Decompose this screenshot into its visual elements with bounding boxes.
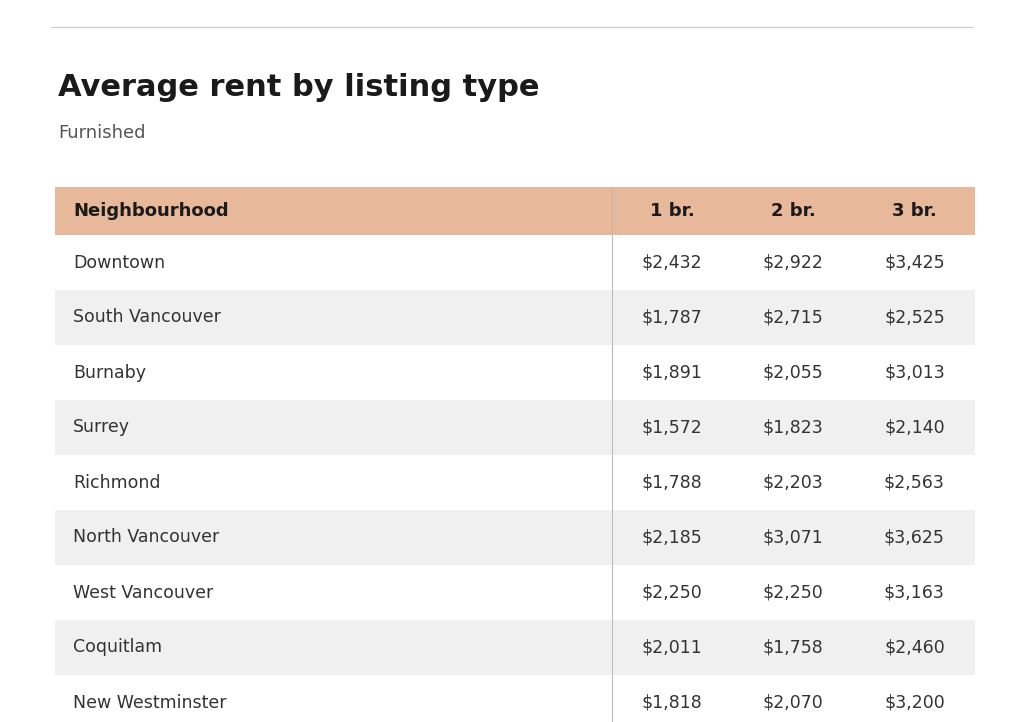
Text: $1,572: $1,572	[642, 419, 702, 437]
Text: $3,200: $3,200	[884, 694, 945, 711]
Bar	[55, 235, 975, 290]
Text: $1,891: $1,891	[642, 363, 702, 381]
Bar	[55, 510, 975, 565]
Text: $3,625: $3,625	[884, 529, 945, 547]
Text: 1 br.: 1 br.	[650, 202, 694, 220]
Bar	[55, 455, 975, 510]
Text: $2,011: $2,011	[642, 638, 702, 656]
Text: $3,163: $3,163	[884, 583, 945, 601]
Text: $2,563: $2,563	[884, 474, 945, 492]
Text: $2,922: $2,922	[763, 253, 823, 271]
Text: 2 br.: 2 br.	[771, 202, 816, 220]
Text: $3,013: $3,013	[884, 363, 945, 381]
Text: South Vancouver: South Vancouver	[73, 308, 221, 326]
Text: $2,250: $2,250	[763, 583, 823, 601]
Text: $2,432: $2,432	[642, 253, 702, 271]
Text: $1,788: $1,788	[642, 474, 702, 492]
Text: $2,140: $2,140	[884, 419, 945, 437]
Text: Surrey: Surrey	[73, 419, 130, 437]
Text: 3 br.: 3 br.	[892, 202, 937, 220]
Text: $3,425: $3,425	[884, 253, 945, 271]
Text: Neighbourhood: Neighbourhood	[73, 202, 228, 220]
Text: West Vancouver: West Vancouver	[73, 583, 213, 601]
Text: Burnaby: Burnaby	[73, 363, 146, 381]
Text: $2,460: $2,460	[884, 638, 945, 656]
Text: $2,185: $2,185	[642, 529, 702, 547]
Text: $2,070: $2,070	[763, 694, 823, 711]
Text: $1,758: $1,758	[763, 638, 823, 656]
Text: $3,071: $3,071	[763, 529, 823, 547]
Bar	[55, 620, 975, 675]
Text: Richmond: Richmond	[73, 474, 161, 492]
Text: $1,787: $1,787	[642, 308, 702, 326]
Text: $2,525: $2,525	[884, 308, 945, 326]
Text: $1,818: $1,818	[642, 694, 702, 711]
Text: Coquitlam: Coquitlam	[73, 638, 162, 656]
Bar	[55, 675, 975, 722]
Text: $2,055: $2,055	[763, 363, 823, 381]
Text: North Vancouver: North Vancouver	[73, 529, 219, 547]
Text: Average rent by listing type: Average rent by listing type	[58, 73, 540, 102]
Bar	[55, 187, 975, 235]
Text: $1,823: $1,823	[763, 419, 823, 437]
Text: $2,250: $2,250	[642, 583, 702, 601]
Text: $2,203: $2,203	[763, 474, 823, 492]
Text: Furnished: Furnished	[58, 124, 145, 142]
Text: New Westminster: New Westminster	[73, 694, 226, 711]
Text: Downtown: Downtown	[73, 253, 165, 271]
Bar	[55, 400, 975, 455]
Bar	[55, 565, 975, 620]
Text: $2,715: $2,715	[763, 308, 823, 326]
Bar	[55, 290, 975, 345]
Bar	[55, 345, 975, 400]
